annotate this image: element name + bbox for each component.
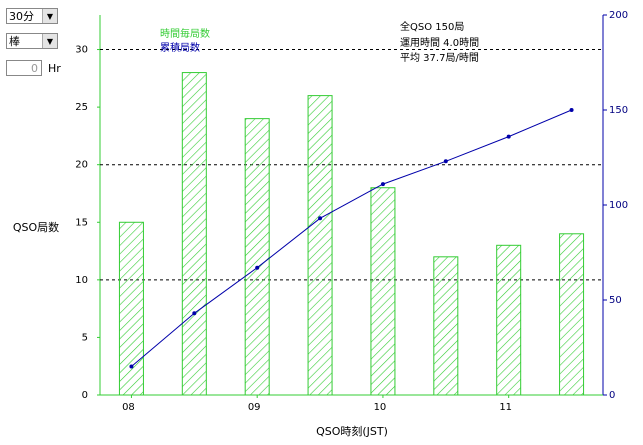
y-tick-label: 20 (75, 160, 88, 171)
hours-spinner[interactable]: 0 (6, 60, 42, 76)
cumulative-point (380, 182, 385, 187)
cumulative-point (192, 311, 197, 316)
cumulative-point (569, 108, 574, 112)
legend-entry: 累積局数 (160, 41, 200, 54)
y-tick-label: 0 (82, 390, 88, 401)
bar (307, 95, 333, 396)
y2-tick-label: 0 (609, 390, 615, 401)
y-tick-label: 25 (75, 102, 88, 113)
legend-entry: 時間毎局数 (160, 27, 210, 40)
dropdown-arrow[interactable]: ▼ (42, 9, 57, 23)
cumulative-point (318, 216, 323, 221)
y2-tick-label: 200 (609, 10, 628, 21)
cumulative-line (131, 109, 572, 367)
annotation: 運用時間 4.0時間 (400, 37, 479, 49)
y-tick-label: 15 (75, 217, 88, 228)
y-axis-label: QSO局数 (13, 221, 59, 234)
annotation: 全QSO 150局 (400, 20, 464, 33)
bar (181, 72, 207, 396)
y2-tick-label: 150 (609, 105, 628, 116)
x-axis-label: QSO時刻(JST) (316, 424, 388, 438)
x-tick-label: 11 (499, 402, 512, 413)
y-tick-label: 30 (75, 45, 88, 56)
hours-unit: Hr (48, 62, 61, 75)
dropdown-arrow[interactable]: ▼ (42, 34, 57, 48)
y-tick-label: 10 (75, 275, 88, 286)
x-tick-label: 09 (248, 402, 261, 413)
interval-select[interactable]: 30分 ▼ (6, 8, 58, 24)
cumulative-point (129, 364, 134, 369)
style-value: 棒 (9, 35, 20, 48)
bar (496, 244, 522, 396)
cumulative-point (506, 134, 511, 139)
y2-tick-label: 100 (609, 200, 628, 211)
cumulative-point (255, 265, 260, 270)
interval-value: 30分 (9, 10, 34, 23)
x-tick-label: 10 (374, 402, 387, 413)
bar (370, 187, 396, 396)
y-tick-label: 5 (82, 332, 88, 343)
cumulative-point (443, 159, 448, 164)
bar (559, 233, 585, 396)
bar (118, 221, 144, 396)
bar (433, 256, 459, 396)
hours-value: 0 (31, 62, 38, 75)
y2-tick-label: 50 (609, 295, 622, 306)
x-tick-label: 08 (122, 402, 135, 413)
style-select[interactable]: 棒 ▼ (6, 33, 58, 49)
bar (244, 118, 270, 396)
annotation: 平均 37.7局/時間 (400, 52, 479, 64)
